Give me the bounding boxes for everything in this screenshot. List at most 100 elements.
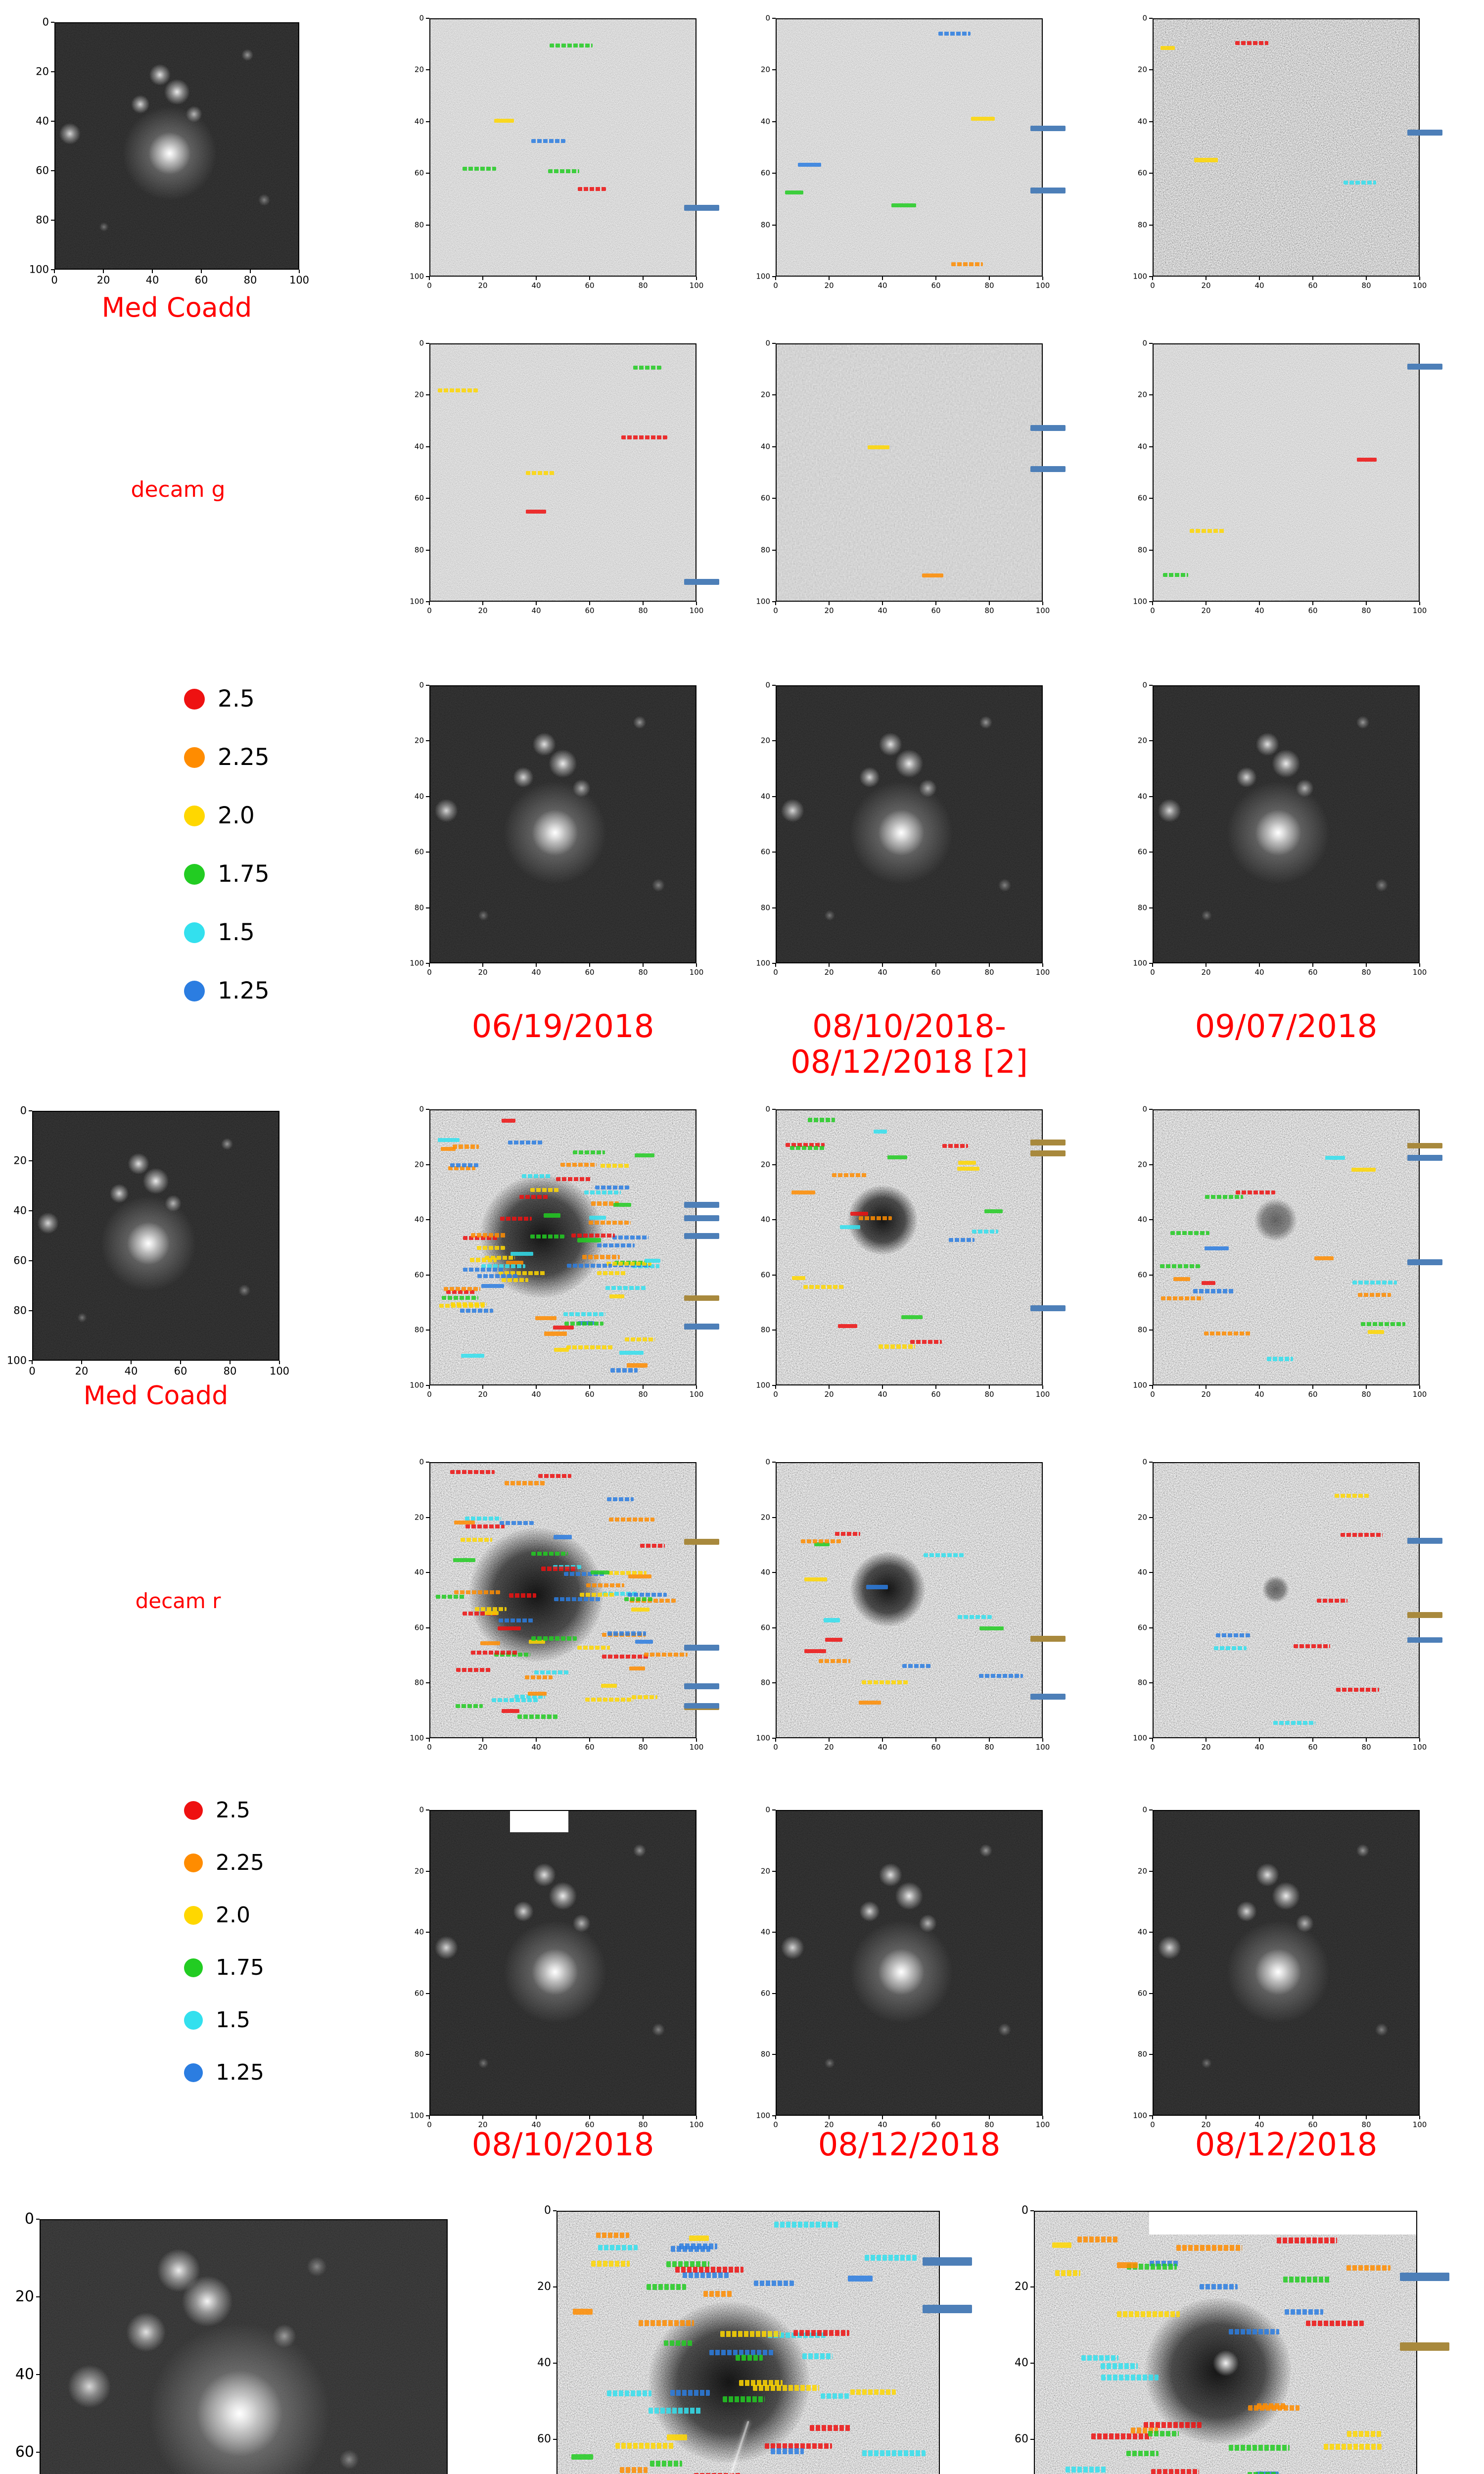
- detection-annotation: [481, 1264, 526, 1269]
- y-tick-mark: [772, 1572, 776, 1573]
- edge-marker-bar: [684, 1202, 719, 1208]
- x-tick-mark: [1419, 963, 1420, 967]
- detection-annotation: [1176, 2245, 1242, 2251]
- y-tick-mark: [1149, 1682, 1153, 1684]
- detection-annotation: [506, 1260, 523, 1265]
- legend-label: 2.0: [218, 802, 255, 829]
- detection-annotation: [803, 1285, 844, 1289]
- noise-texture: [1154, 19, 1419, 276]
- x-tick-mark: [1152, 963, 1153, 967]
- star-blob: [531, 1948, 579, 1996]
- edge-marker-bar: [684, 1215, 719, 1221]
- legend-label: 1.5: [218, 919, 255, 946]
- y-tick-mark: [1149, 394, 1153, 396]
- y-tick-mark: [1149, 907, 1153, 908]
- x-tick-label: 60: [931, 281, 941, 290]
- detection-annotation: [753, 2280, 794, 2286]
- x-tick-label: 20: [1201, 1390, 1211, 1399]
- x-tick-mark: [643, 602, 644, 605]
- legend-label: 1.25: [216, 2060, 264, 2085]
- detection-annotation: [1144, 2422, 1202, 2428]
- detection-annotation: [1305, 2320, 1364, 2327]
- x-tick-mark: [536, 277, 537, 280]
- detection-annotation: [567, 1264, 612, 1268]
- detection-annotation: [785, 1143, 825, 1147]
- detection-annotation: [1202, 1281, 1216, 1285]
- edge-marker-bar: [684, 1683, 719, 1690]
- star-blob: [979, 1844, 993, 1857]
- detection-annotation: [602, 1592, 638, 1596]
- detection-annotation: [1340, 1533, 1383, 1537]
- y-tick-label: 20: [15, 2288, 34, 2305]
- panel-plot-area: [1153, 1462, 1420, 1738]
- detection-annotation: [597, 1243, 635, 1247]
- detection-annotation: [720, 2331, 781, 2337]
- y-tick-label: 100: [410, 597, 424, 606]
- y-tick-label: 60: [537, 2433, 551, 2445]
- detection-annotation: [770, 2448, 804, 2454]
- y-tick-label: 100: [1133, 958, 1147, 968]
- y-tick-mark: [29, 1110, 32, 1111]
- star-blob: [824, 910, 835, 921]
- y-tick-mark: [426, 1219, 429, 1221]
- y-tick-label: 100: [756, 272, 770, 281]
- detection-annotation: [942, 1143, 968, 1148]
- image-panel-r-r1-c2: 0 0 20 20 40 40 60 60 80 80 100 100: [1133, 1458, 1442, 1751]
- x-tick-label: 100: [1035, 606, 1050, 615]
- panel-plot-area: [1034, 2211, 1417, 2474]
- edge-marker-bar: [1407, 363, 1442, 370]
- x-tick-label: 0: [773, 2120, 778, 2129]
- x-tick-label: 20: [1201, 606, 1211, 615]
- y-tick-mark: [426, 1870, 429, 1872]
- star-blob: [1271, 1881, 1301, 1911]
- image-panel-g-r1-c0: 0 0 20 20 40 40 60 60 80 80 100 100: [410, 339, 719, 615]
- star-blob: [918, 779, 937, 798]
- y-tick-label: 80: [1137, 1325, 1147, 1334]
- detection-annotation: [958, 1161, 976, 1165]
- detection-annotation: [526, 510, 546, 514]
- y-tick-label: 80: [760, 220, 770, 230]
- y-tick-mark: [772, 1109, 776, 1110]
- y-tick-label: 0: [24, 2210, 34, 2228]
- detection-annotation: [902, 1664, 932, 1668]
- detection-annotation: [621, 435, 667, 440]
- x-tick-mark: [279, 1361, 280, 1364]
- detection-annotation: [1352, 1280, 1397, 1285]
- detection-annotation: [1160, 46, 1175, 50]
- x-tick-mark: [81, 1361, 82, 1364]
- legend-label: 1.75: [216, 1955, 264, 1980]
- star-blob: [241, 49, 254, 61]
- x-tick-label: 100: [1035, 1390, 1050, 1399]
- detection-annotation: [600, 1164, 629, 1168]
- x-tick-label: 100: [1035, 968, 1050, 977]
- y-tick-mark: [36, 2374, 40, 2375]
- y-tick-label: 20: [414, 65, 424, 74]
- y-tick-mark: [1149, 1809, 1153, 1810]
- x-tick-label: 40: [531, 968, 541, 977]
- detection-annotation: [868, 445, 889, 450]
- x-tick-label: 60: [585, 1743, 595, 1752]
- y-tick-mark: [426, 1517, 429, 1518]
- x-tick-mark: [589, 963, 590, 967]
- y-tick-mark: [772, 498, 776, 499]
- x-tick-label: 80: [638, 2120, 648, 2129]
- image-panel-r-r2-c1: 0 0 20 20 40 40 60 60 80 80 100 100: [756, 1806, 1050, 2129]
- x-tick-label: 20: [1201, 1743, 1211, 1752]
- band-label-r: decam r: [135, 1589, 221, 1613]
- y-tick-mark: [426, 2115, 429, 2116]
- y-tick-mark: [772, 549, 776, 551]
- detection-annotation: [438, 388, 478, 392]
- y-tick-mark: [426, 1330, 429, 1331]
- x-tick-label: 40: [1254, 1743, 1264, 1752]
- x-tick-label: 20: [824, 281, 834, 290]
- detection-annotation: [818, 1659, 850, 1663]
- y-tick-label: 0: [419, 338, 424, 348]
- x-tick-label: 80: [984, 1390, 994, 1399]
- detection-annotation: [504, 1481, 546, 1485]
- detection-annotation: [544, 1332, 567, 1336]
- detection-annotation: [602, 1654, 649, 1659]
- y-tick-label: 100: [1133, 597, 1147, 606]
- x-tick-label: 20: [1201, 2120, 1211, 2129]
- x-tick-mark: [1152, 602, 1153, 605]
